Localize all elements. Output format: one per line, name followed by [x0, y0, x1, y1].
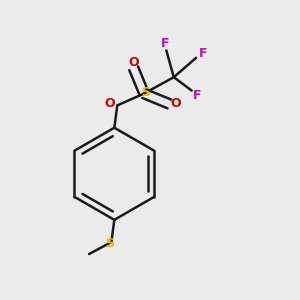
Text: O: O [170, 98, 181, 110]
Text: F: F [193, 88, 202, 101]
Text: F: F [199, 47, 208, 60]
Text: O: O [128, 56, 139, 69]
Text: O: O [105, 98, 115, 110]
Text: S: S [141, 85, 150, 98]
Text: S: S [105, 237, 114, 250]
Text: F: F [160, 38, 169, 50]
